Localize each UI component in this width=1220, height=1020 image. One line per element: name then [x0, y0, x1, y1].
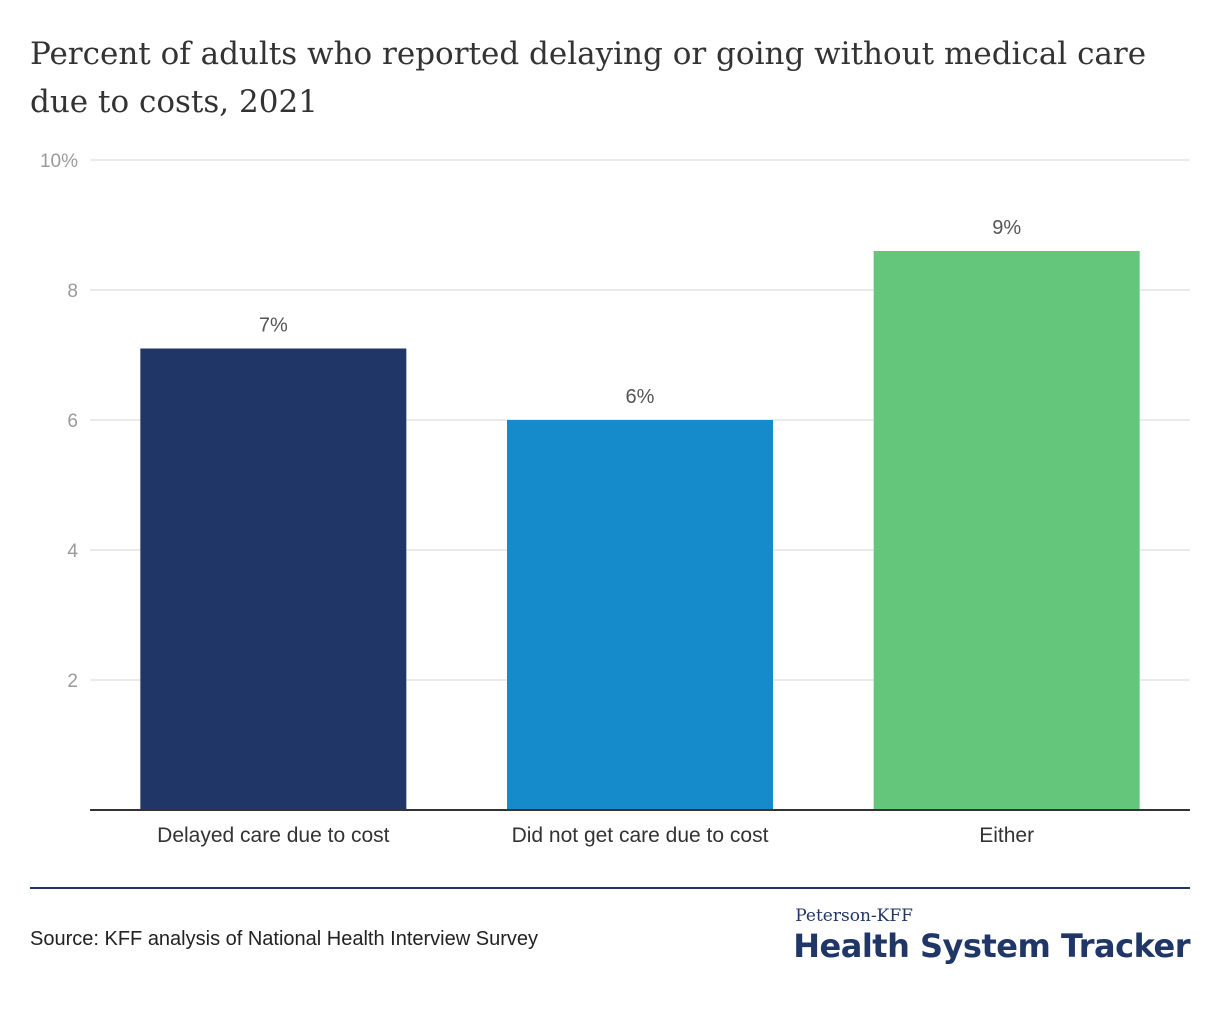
chart-title: Percent of adults who reported delaying … — [30, 36, 1147, 120]
bar — [507, 420, 773, 810]
logo-subtitle: Peterson-KFF — [795, 906, 913, 926]
x-tick-label: Either — [979, 824, 1034, 847]
data-label: 6% — [626, 386, 655, 408]
x-tick-label: Did not get care due to cost — [512, 824, 769, 847]
y-tick-label: 8 — [67, 281, 78, 302]
x-tick-label: Delayed care due to cost — [157, 824, 389, 847]
y-tick-label: 4 — [67, 541, 78, 562]
y-tick-label: 6 — [67, 411, 78, 432]
data-label: 9% — [992, 217, 1021, 239]
y-tick-label: 2 — [67, 671, 78, 692]
source-note: Source: KFF analysis of National Health … — [30, 928, 538, 950]
brand-logo: Peterson-KFF Health System Tracker — [793, 906, 1190, 966]
data-label: 7% — [259, 315, 288, 337]
y-tick-label: 10% — [40, 151, 78, 172]
bar — [140, 348, 407, 810]
logo-title: Health System Tracker — [793, 927, 1190, 965]
footer-divider — [30, 887, 1190, 889]
bar — [873, 251, 1140, 810]
bar-chart: 2 4 6 8 10% 7% Delayed care due to cost 6% Did n… — [40, 151, 1190, 847]
